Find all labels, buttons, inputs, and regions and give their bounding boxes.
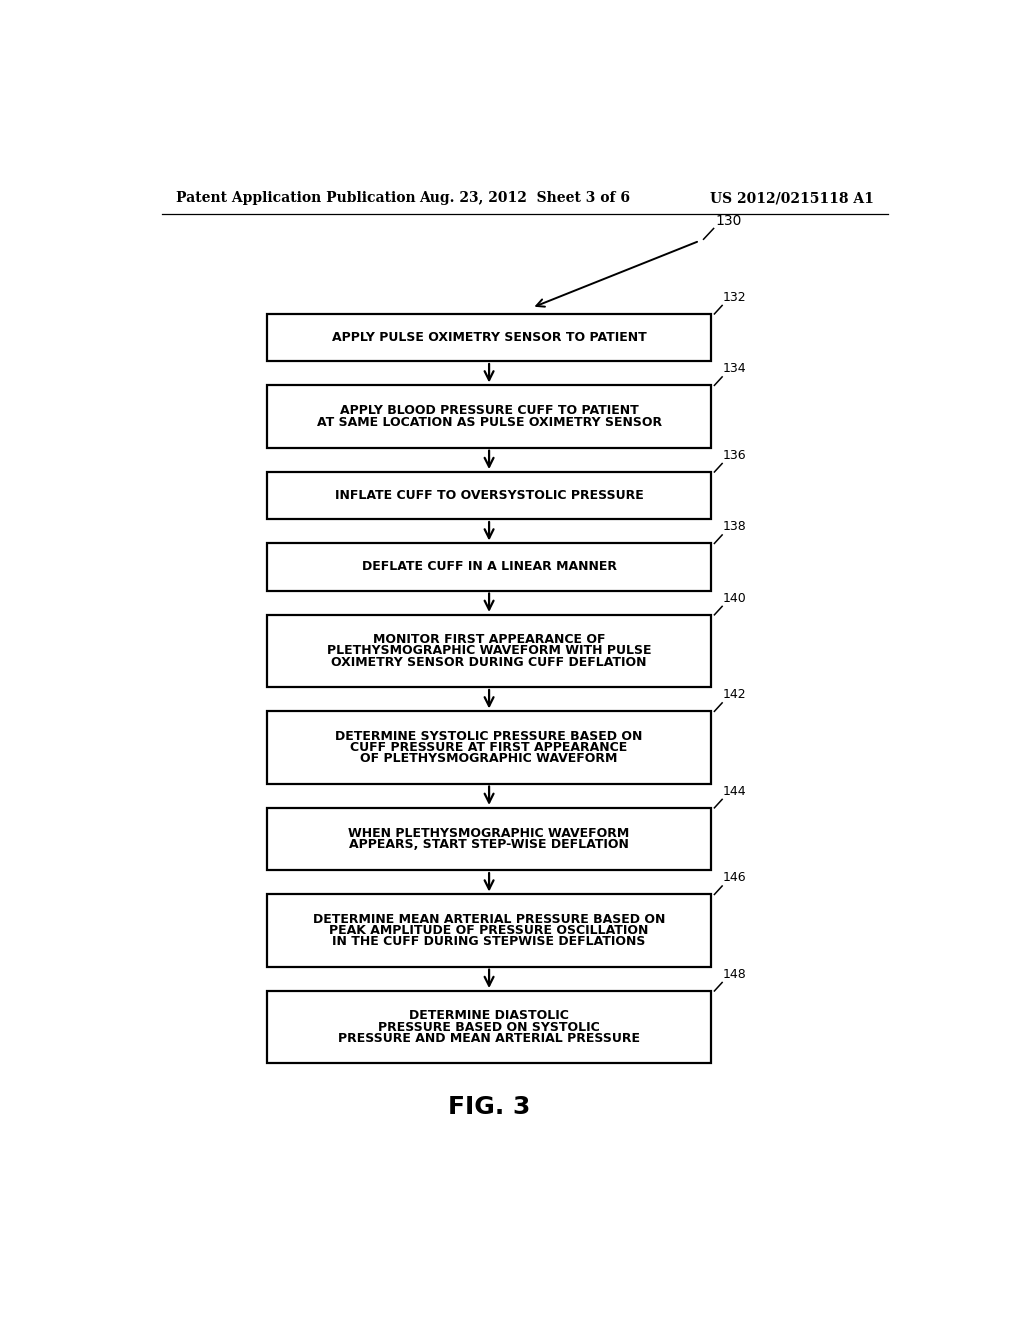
Text: APPLY PULSE OXIMETRY SENSOR TO PATIENT: APPLY PULSE OXIMETRY SENSOR TO PATIENT bbox=[332, 331, 646, 345]
Text: MONITOR FIRST APPEARANCE OF: MONITOR FIRST APPEARANCE OF bbox=[373, 634, 605, 645]
Text: US 2012/0215118 A1: US 2012/0215118 A1 bbox=[710, 191, 873, 206]
Text: DETERMINE DIASTOLIC: DETERMINE DIASTOLIC bbox=[410, 1010, 569, 1022]
Text: APPLY BLOOD PRESSURE CUFF TO PATIENT: APPLY BLOOD PRESSURE CUFF TO PATIENT bbox=[340, 404, 638, 417]
Bar bbox=[267, 991, 712, 1063]
Text: 136: 136 bbox=[723, 449, 746, 462]
Text: 132: 132 bbox=[723, 290, 746, 304]
Text: OF PLETHYSMOGRAPHIC WAVEFORM: OF PLETHYSMOGRAPHIC WAVEFORM bbox=[360, 752, 617, 766]
Text: APPEARS, START STEP-WISE DEFLATION: APPEARS, START STEP-WISE DEFLATION bbox=[349, 838, 629, 851]
Text: DEFLATE CUFF IN A LINEAR MANNER: DEFLATE CUFF IN A LINEAR MANNER bbox=[361, 561, 616, 573]
Text: FIG. 3: FIG. 3 bbox=[447, 1096, 530, 1119]
Bar bbox=[267, 615, 712, 686]
Bar bbox=[267, 808, 712, 870]
Bar bbox=[267, 473, 712, 519]
Bar bbox=[267, 544, 712, 590]
Text: AT SAME LOCATION AS PULSE OXIMETRY SENSOR: AT SAME LOCATION AS PULSE OXIMETRY SENSO… bbox=[316, 416, 662, 429]
Text: IN THE CUFF DURING STEPWISE DEFLATIONS: IN THE CUFF DURING STEPWISE DEFLATIONS bbox=[333, 936, 646, 949]
Text: 138: 138 bbox=[723, 520, 746, 533]
Bar bbox=[267, 314, 712, 362]
Bar bbox=[267, 711, 712, 784]
Bar bbox=[267, 385, 712, 447]
Text: INFLATE CUFF TO OVERSYSTOLIC PRESSURE: INFLATE CUFF TO OVERSYSTOLIC PRESSURE bbox=[335, 488, 643, 502]
Text: PLETHYSMOGRAPHIC WAVEFORM WITH PULSE: PLETHYSMOGRAPHIC WAVEFORM WITH PULSE bbox=[327, 644, 651, 657]
Text: 144: 144 bbox=[723, 785, 746, 797]
Text: Patent Application Publication: Patent Application Publication bbox=[176, 191, 416, 206]
Text: 134: 134 bbox=[723, 363, 746, 375]
Text: DETERMINE SYSTOLIC PRESSURE BASED ON: DETERMINE SYSTOLIC PRESSURE BASED ON bbox=[336, 730, 643, 743]
Text: 142: 142 bbox=[723, 688, 746, 701]
Text: Aug. 23, 2012  Sheet 3 of 6: Aug. 23, 2012 Sheet 3 of 6 bbox=[419, 191, 631, 206]
Text: 140: 140 bbox=[723, 591, 746, 605]
Bar bbox=[267, 895, 712, 966]
Text: DETERMINE MEAN ARTERIAL PRESSURE BASED ON: DETERMINE MEAN ARTERIAL PRESSURE BASED O… bbox=[313, 912, 666, 925]
Text: OXIMETRY SENSOR DURING CUFF DEFLATION: OXIMETRY SENSOR DURING CUFF DEFLATION bbox=[332, 656, 647, 669]
Text: PRESSURE AND MEAN ARTERIAL PRESSURE: PRESSURE AND MEAN ARTERIAL PRESSURE bbox=[338, 1032, 640, 1045]
Text: CUFF PRESSURE AT FIRST APPEARANCE: CUFF PRESSURE AT FIRST APPEARANCE bbox=[350, 741, 628, 754]
Text: 130: 130 bbox=[715, 214, 741, 227]
Text: WHEN PLETHYSMOGRAPHIC WAVEFORM: WHEN PLETHYSMOGRAPHIC WAVEFORM bbox=[348, 826, 630, 840]
Text: PEAK AMPLITUDE OF PRESSURE OSCILLATION: PEAK AMPLITUDE OF PRESSURE OSCILLATION bbox=[330, 924, 649, 937]
Text: PRESSURE BASED ON SYSTOLIC: PRESSURE BASED ON SYSTOLIC bbox=[378, 1020, 600, 1034]
Text: 148: 148 bbox=[723, 968, 746, 981]
Text: 146: 146 bbox=[723, 871, 746, 884]
